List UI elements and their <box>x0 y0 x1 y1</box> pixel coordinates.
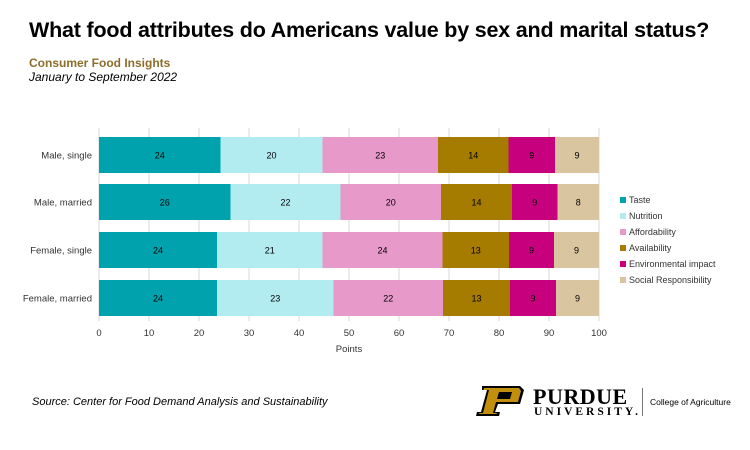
data-label: 24 <box>377 246 387 256</box>
legend-swatch <box>620 197 626 203</box>
legend-label: Availability <box>629 243 672 253</box>
university-wordmark: UNIVERSITY. <box>534 406 642 418</box>
bar-segment <box>99 232 217 268</box>
source-note: Source: Center for Food Demand Analysis … <box>32 396 328 408</box>
data-label: 14 <box>468 151 478 161</box>
x-tick-label: 50 <box>344 328 355 339</box>
purdue-logo: PURDUE UNIVERSITY. College of Agricultur… <box>474 384 734 420</box>
bar-segment <box>555 137 599 173</box>
bar-segment <box>443 280 510 316</box>
data-label: 20 <box>266 151 276 161</box>
date-range: January to September 2022 <box>29 70 178 84</box>
data-label: 23 <box>375 151 385 161</box>
bar-segment <box>333 280 443 316</box>
chart-subtitle: Consumer Food Insights <box>29 56 171 70</box>
bar-segment <box>340 184 441 220</box>
bar-segment <box>99 184 231 220</box>
x-tick-label: 10 <box>144 328 155 339</box>
x-tick-label: 60 <box>394 328 405 339</box>
x-tick-label: 40 <box>294 328 305 339</box>
legend-swatch <box>620 277 626 283</box>
bar-segment <box>230 184 341 220</box>
data-label: 9 <box>574 151 579 161</box>
bar-segment <box>510 280 556 316</box>
data-label: 20 <box>386 198 396 208</box>
data-label: 24 <box>153 294 163 304</box>
legend-swatch <box>620 261 626 267</box>
data-label: 22 <box>383 294 393 304</box>
data-label: 9 <box>575 294 580 304</box>
data-label: 24 <box>155 151 165 161</box>
data-label: 13 <box>471 294 481 304</box>
purdue-wordmark: PURDUE <box>533 384 628 409</box>
x-tick-label: 0 <box>96 328 101 339</box>
data-label: 26 <box>160 198 170 208</box>
bar-segment <box>99 280 217 316</box>
legend-label: Social Responsibility <box>629 275 712 285</box>
legend-label: Affordability <box>629 227 676 237</box>
legend-swatch <box>620 245 626 251</box>
college-name: College of Agriculture <box>650 397 731 407</box>
logo-divider <box>642 388 643 416</box>
purdue-p-icon <box>476 386 524 416</box>
data-label: 9 <box>529 246 534 256</box>
bar-segment <box>557 184 599 220</box>
x-tick-label: 30 <box>244 328 255 339</box>
data-label: 9 <box>574 246 579 256</box>
bar-segment <box>220 137 323 173</box>
data-label: 8 <box>576 198 581 208</box>
bar-segment <box>554 232 599 268</box>
data-label: 24 <box>153 246 163 256</box>
bar-segment <box>217 280 334 316</box>
data-label: 13 <box>471 246 481 256</box>
data-label: 14 <box>471 198 481 208</box>
bar-segment <box>556 280 599 316</box>
x-tick-label: 20 <box>194 328 205 339</box>
category-label: Female, single <box>30 246 92 257</box>
bar-segment <box>322 137 438 173</box>
category-label: Male, single <box>41 151 92 162</box>
chart-title: What food attributes do Americans value … <box>29 18 710 42</box>
data-label: 21 <box>265 246 275 256</box>
data-label: 9 <box>529 151 534 161</box>
legend-swatch <box>620 213 626 219</box>
bar-segment <box>512 184 558 220</box>
x-tick-label: 80 <box>494 328 505 339</box>
bar-segment <box>322 232 443 268</box>
data-label: 23 <box>270 294 280 304</box>
bar-segment <box>508 137 555 173</box>
category-label: Female, married <box>23 294 92 305</box>
x-tick-label: 70 <box>444 328 455 339</box>
bar-segment <box>442 232 509 268</box>
x-axis-label: Points <box>336 344 363 355</box>
x-tick-label: 90 <box>544 328 555 339</box>
data-label: 22 <box>280 198 290 208</box>
legend-label: Taste <box>629 195 651 205</box>
bar-segment <box>438 137 509 173</box>
legend-label: Nutrition <box>629 211 663 221</box>
x-tick-label: 100 <box>591 328 607 339</box>
bar-segment <box>217 232 323 268</box>
legend-label: Environmental impact <box>629 259 716 269</box>
legend-swatch <box>620 229 626 235</box>
data-label: 9 <box>530 294 535 304</box>
category-label: Male, married <box>34 198 92 209</box>
data-label: 9 <box>532 198 537 208</box>
bar-segment <box>441 184 512 220</box>
bar-segment <box>99 137 221 173</box>
stacked-bar-chart: 24 20 23 14 9 9 Male, single 26 22 20 14 9 8 Male, ma… <box>23 128 716 355</box>
bar-segment <box>509 232 554 268</box>
